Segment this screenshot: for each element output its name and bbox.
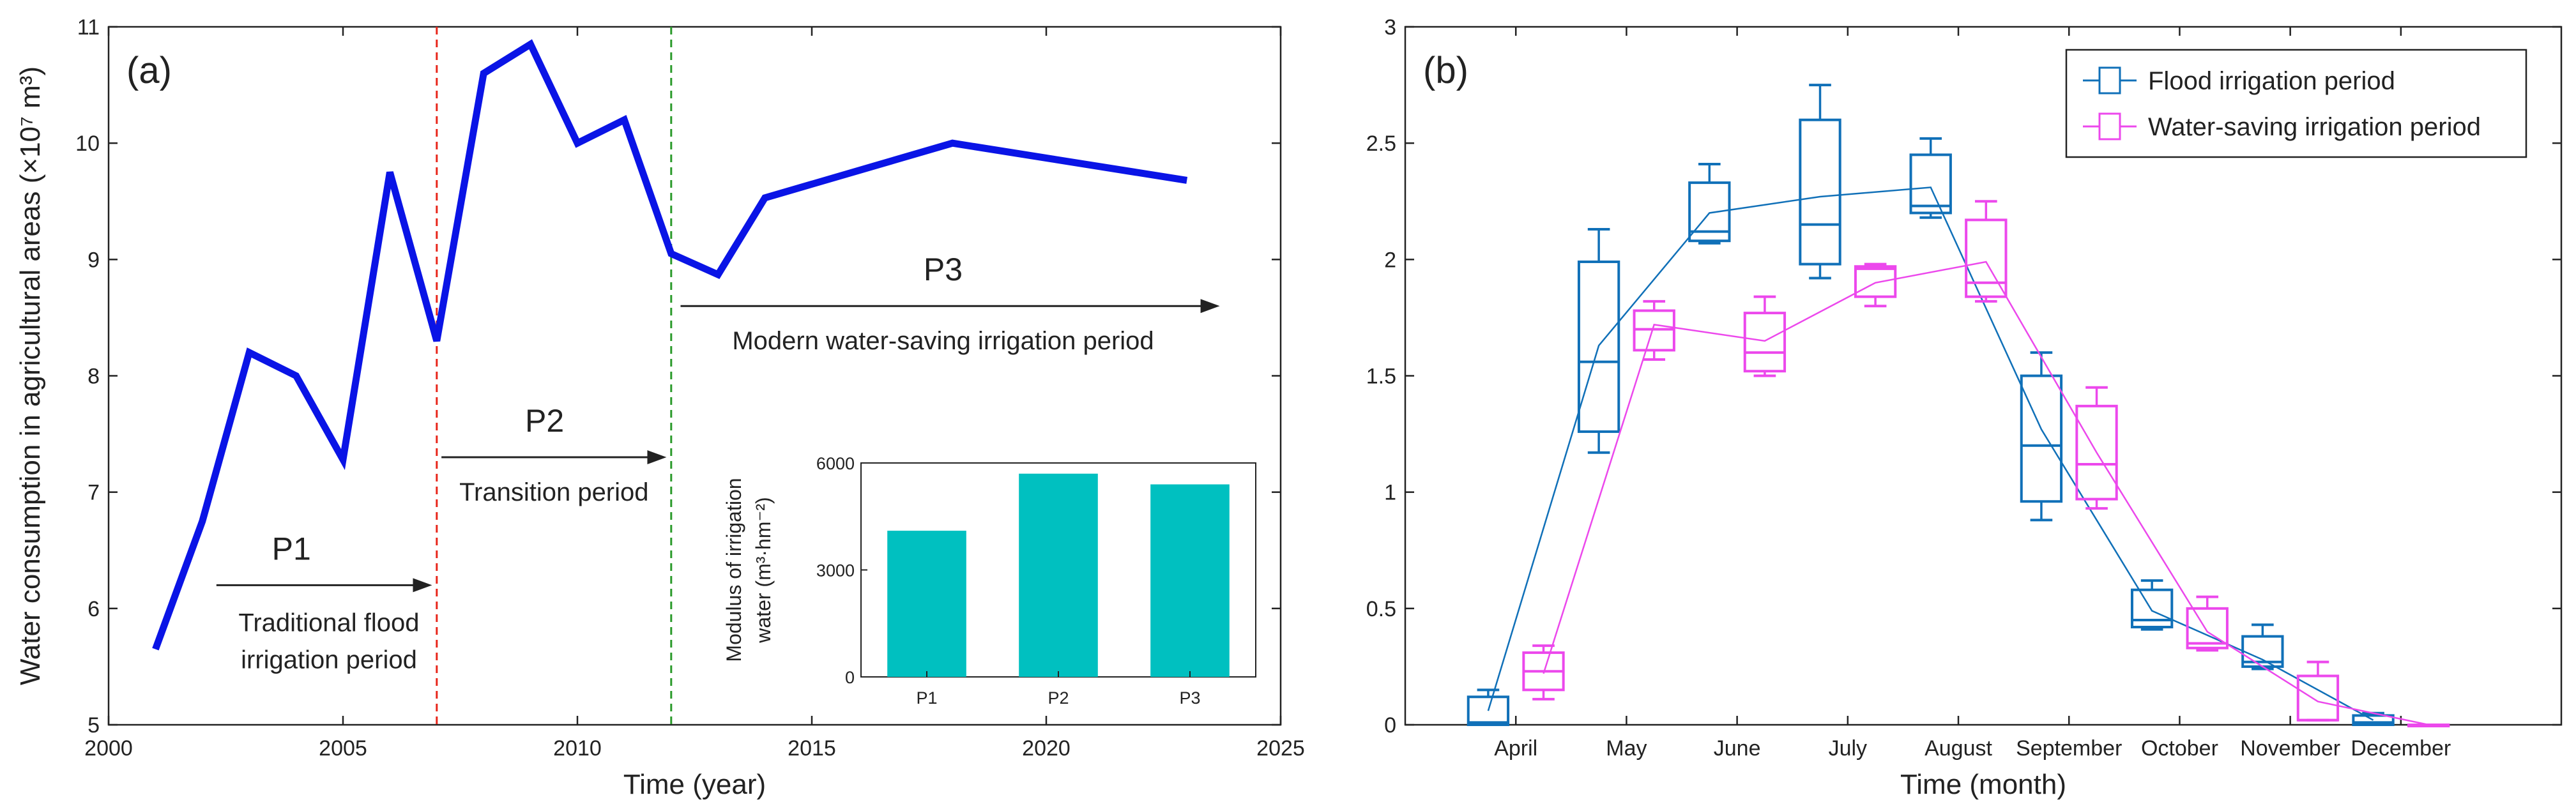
panel-b-ticks: 0 0.5 1 1.5 2 2.5 3 April May June July August Septe… — [1366, 15, 2561, 761]
box-iqr — [2296, 674, 2340, 722]
panel-b-x-tick-label-september: September — [2016, 736, 2122, 761]
box-iqr — [1799, 118, 1841, 266]
panel-a-y-axis-label: Water consumption in agricultural areas … — [15, 66, 46, 685]
box-iqr — [1688, 181, 1731, 243]
panel-a-y-tick-label: 6 — [88, 597, 100, 621]
panel-a-x-tick-label: 2005 — [319, 736, 367, 761]
inset-x-tick-label: P3 — [1179, 688, 1200, 708]
panel-a-period-dividers — [436, 27, 673, 725]
panel-b-x-axis-label: Time (month) — [1900, 769, 2066, 800]
p1-label: P1 — [272, 531, 311, 566]
panel-b-y-tick-label: 0.5 — [1366, 597, 1396, 621]
panel-a-consumption-line — [152, 39, 1188, 651]
box-iqr — [2186, 607, 2229, 649]
panel-b-x-tick-label-may: May — [1606, 736, 1647, 761]
panel-b-y-tick-label: 2 — [1384, 248, 1396, 272]
legend-box-glyph-flood — [2098, 66, 2121, 95]
inset-y-label-line2: water (m³·hm⁻²) — [752, 497, 775, 643]
panel-b-x-tick-label-july: July — [1829, 736, 1867, 761]
box-iqr — [1467, 695, 1510, 727]
p2-arrow-head — [647, 450, 667, 465]
panel-a-period-annotations: P1 Traditional flood irrigation period P2 Tr… — [216, 252, 1220, 674]
panel-a-y-tick-label: 8 — [88, 365, 100, 389]
inset-y-tick-label: 6000 — [816, 454, 855, 473]
panel-a-x-tick-label: 2020 — [1022, 736, 1071, 761]
panel-a: 2000 2005 2010 2015 2020 2025 5 6 7 8 9 10 11 P1 Trad… — [15, 15, 1305, 800]
panel-b-legend: Flood irrigation period Water-saving irri… — [2065, 49, 2527, 158]
panel-a-x-tick-label: 2025 — [1256, 736, 1305, 761]
panel-b: 0 0.5 1 1.5 2 2.5 3 April May June July August Septe… — [1366, 15, 2563, 800]
panel-a-x-axis-label: Time (year) — [623, 769, 766, 800]
p1-arrow-head — [413, 578, 432, 593]
box-iqr — [2020, 374, 2063, 503]
panel-b-y-tick-label: 0 — [1384, 713, 1396, 738]
panel-b-label: (b) — [1423, 50, 1468, 91]
panel-b-x-tick-label-october: October — [2141, 736, 2218, 761]
mean-trend-line — [1543, 261, 2429, 726]
panel-a-x-tick-label: 2000 — [84, 736, 133, 761]
panel-b-y-tick-label: 1 — [1384, 481, 1396, 505]
inset-ticks: P1 P2 P3 0 3000 6000 — [816, 454, 1201, 708]
p2-label: P2 — [525, 403, 564, 439]
legend-label-flood: Flood irrigation period — [2148, 67, 2395, 95]
inset-y-label-line1: Modulus of irrigation — [722, 478, 745, 662]
legend-items: Flood irrigation period Water-saving irri… — [2083, 66, 2481, 141]
panel-b-series-water-saving — [1522, 200, 2450, 727]
panel-b-x-tick-label-november: November — [2240, 736, 2340, 761]
inset-bar-chart: P1 P2 P3 0 3000 6000 Modulus of irrigation wa… — [722, 454, 1256, 708]
box-iqr — [1909, 153, 1952, 215]
legend-box — [2065, 49, 2527, 158]
panel-a-x-tick-label: 2010 — [553, 736, 602, 761]
inset-bars — [887, 473, 1230, 677]
box-iqr — [1743, 312, 1787, 373]
panel-a-y-tick-label: 9 — [88, 248, 100, 272]
panel-b-y-tick-label: 3 — [1384, 15, 1396, 40]
panel-b-x-tick-label-june: June — [1714, 736, 1761, 761]
panel-b-series — [1467, 84, 2450, 727]
p3-arrow-head — [1200, 299, 1220, 314]
box-iqr — [2075, 404, 2118, 501]
panel-b-x-tick-label-december: December — [2351, 736, 2451, 761]
p3-description: Modern water-saving irrigation period — [732, 327, 1154, 355]
inset-x-tick-label: P1 — [916, 688, 937, 708]
panel-b-y-tick-label: 1.5 — [1366, 365, 1396, 389]
inset-bar-p1 — [887, 531, 966, 677]
panel-a-y-tick-label: 10 — [75, 132, 100, 156]
box-iqr — [1577, 260, 1620, 433]
panel-b-y-tick-label: 2.5 — [1366, 132, 1396, 156]
legend-label-water-saving: Water-saving irrigation period — [2148, 113, 2481, 141]
panel-a-label: (a) — [126, 50, 172, 91]
panel-a-x-tick-label: 2015 — [788, 736, 836, 761]
panel-a-y-tick-label: 5 — [88, 713, 100, 738]
panel-a-y-tick-label: 11 — [77, 15, 100, 40]
panel-b-x-tick-label-august: August — [1924, 736, 1992, 761]
box-iqr — [2352, 714, 2395, 726]
p2-description: Transition period — [459, 478, 648, 506]
inset-y-tick-label: 0 — [845, 668, 855, 687]
panel-b-x-tick-label-april: April — [1494, 736, 1537, 761]
p1-description-line2: irrigation period — [241, 646, 417, 674]
box-iqr — [2130, 588, 2174, 628]
panel-a-y-tick-label: 7 — [88, 481, 100, 505]
p3-label: P3 — [924, 252, 963, 287]
panel-a-points — [155, 44, 1187, 649]
inset-x-tick-label: P2 — [1048, 688, 1069, 708]
p1-description-line1: Traditional flood — [238, 609, 419, 637]
panel-a-ticks: 2000 2005 2010 2015 2020 2025 5 6 7 8 9 10 11 — [75, 15, 1305, 761]
box-iqr — [1965, 218, 2008, 298]
inset-bar-p3 — [1150, 484, 1230, 677]
box-iqr — [1854, 265, 1897, 298]
inset-y-tick-label: 3000 — [816, 561, 855, 580]
legend-box-glyph-water-saving — [2098, 112, 2121, 140]
inset-bar-p2 — [1019, 473, 1098, 677]
